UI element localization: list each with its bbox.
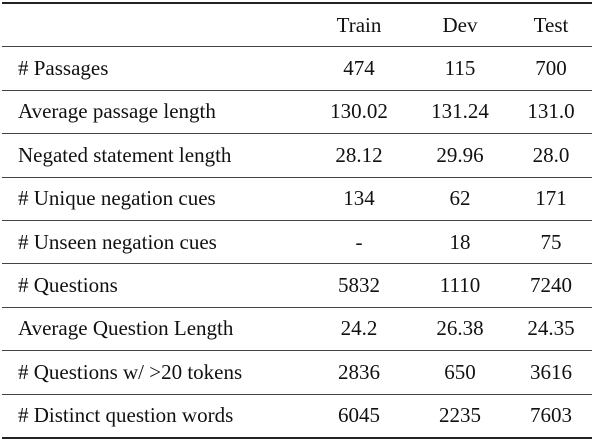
row-label: # Unseen negation cues <box>2 220 308 265</box>
value-cell: 131.0 <box>510 90 592 135</box>
value-cell: 26.38 <box>410 307 510 352</box>
value-cell: 2836 <box>308 350 410 395</box>
value-cell: 62 <box>410 177 510 221</box>
value-cell: 1110 <box>410 263 510 308</box>
row-label: # Passages <box>2 46 308 91</box>
row-label: # Questions <box>2 263 308 308</box>
value-cell: - <box>308 220 410 265</box>
value-cell: 28.0 <box>510 133 592 178</box>
value-cell: 650 <box>410 350 510 395</box>
value-cell: 5832 <box>308 263 410 308</box>
row-label: # Distinct question words <box>2 394 308 439</box>
table-row: # Questions 5832 1110 7240 <box>2 263 592 308</box>
value-cell: 130.02 <box>308 90 410 135</box>
table-row: # Questions w/ >20 tokens 2836 650 3616 <box>2 350 592 395</box>
value-cell: 28.12 <box>308 133 410 178</box>
value-cell: 115 <box>410 46 510 91</box>
table-row: Average passage length 130.02 131.24 131.0 <box>2 90 592 135</box>
value-cell: 29.96 <box>410 133 510 178</box>
row-label: Average passage length <box>2 90 308 135</box>
table-row: # Unique negation cues 134 62 171 <box>2 177 592 221</box>
table-row: # Passages 474 115 700 <box>2 46 592 91</box>
header-cell: Train <box>308 3 410 48</box>
value-cell: 474 <box>308 46 410 91</box>
value-cell: 7603 <box>510 394 592 439</box>
row-label: Average Question Length <box>2 307 308 352</box>
value-cell: 134 <box>308 177 410 221</box>
row-label: Negated statement length <box>2 133 308 178</box>
value-cell: 700 <box>510 46 592 91</box>
header-cell: Dev <box>410 3 510 48</box>
value-cell: 131.24 <box>410 90 510 135</box>
table-row: Average Question Length 24.2 26.38 24.35 <box>2 307 592 352</box>
value-cell: 7240 <box>510 263 592 308</box>
header-cell: Test <box>510 3 592 48</box>
header-cell <box>2 3 308 48</box>
value-cell: 24.2 <box>308 307 410 352</box>
value-cell: 24.35 <box>510 307 592 352</box>
value-cell: 3616 <box>510 350 592 395</box>
value-cell: 2235 <box>410 394 510 439</box>
value-cell: 75 <box>510 220 592 265</box>
value-cell: 6045 <box>308 394 410 439</box>
row-label: # Questions w/ >20 tokens <box>2 350 308 395</box>
table-row: # Unseen negation cues -18 75 <box>2 220 592 265</box>
value-cell: 171 <box>510 177 592 221</box>
value-cell: 18 <box>410 220 510 265</box>
table-row: # Distinct question words 6045 2235 7603 <box>2 394 592 439</box>
row-label: # Unique negation cues <box>2 177 308 221</box>
header-row: Train Dev Test <box>2 3 592 48</box>
table-row: Negated statement length 28.12 29.96 28.0 <box>2 133 592 178</box>
